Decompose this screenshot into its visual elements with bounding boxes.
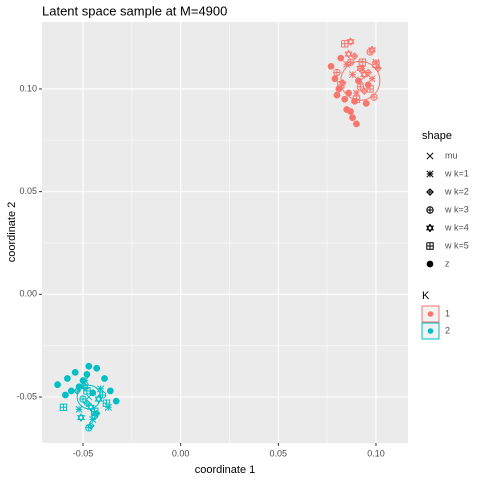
legend-symbol [425,223,435,233]
y-axis-label: coordinate 2 [6,202,18,263]
point [71,369,79,376]
point [337,54,345,62]
point [345,89,353,97]
point [348,71,357,79]
x-tick-label: 0.10 [367,448,385,458]
spread-circle [340,60,381,101]
point [360,70,369,79]
x-tick-label: 0.05 [270,448,288,458]
shape-legend-title: shape [422,130,452,142]
y-tick-label: 0.10 [19,83,37,93]
legend-label: w k=4 [444,222,469,232]
legend-label: w k=3 [444,204,469,214]
point [89,389,97,397]
point [62,391,69,399]
point [102,399,111,407]
point [353,120,360,128]
point [368,75,376,83]
point [349,114,356,122]
point [355,77,362,85]
point [54,381,62,388]
point [101,375,108,382]
point [75,383,83,391]
point [93,364,101,372]
chart-title: Latent space sample at M=4900 [42,3,227,18]
point [104,403,112,411]
point [64,375,71,382]
point [335,85,343,93]
legend-swatch [427,328,434,334]
point [67,387,75,395]
point [356,83,365,91]
point [362,100,370,107]
point [112,397,120,405]
marks [54,37,382,432]
point [343,60,351,68]
point [333,68,341,77]
legend-label: w k=5 [444,240,469,250]
x-tick-label: -0.05 [73,448,94,458]
x-axis-label: coordinate 1 [195,464,256,476]
point [83,371,91,378]
point [352,89,360,97]
point [85,424,93,432]
point [356,64,365,73]
legend-symbol [426,206,434,214]
point [79,377,87,384]
point [368,45,377,55]
point [364,81,372,89]
color-legend-title: K [422,290,430,302]
point [344,49,353,59]
legend-label: 2 [445,325,450,335]
panel [42,22,408,443]
point [97,385,105,393]
legend-swatch [427,311,434,317]
y-tick-label: 0.05 [19,186,37,196]
legend-label: w k=2 [444,186,469,196]
point [77,413,86,422]
point [341,95,349,103]
point [94,394,103,404]
legend-symbol [426,242,434,250]
legend-symbol [426,152,434,160]
point [333,91,341,99]
point [347,108,354,115]
point [106,387,114,395]
point [341,40,349,48]
legend-label: z [445,258,450,268]
point [85,362,93,370]
point [327,63,335,70]
x-tick-label: 0.00 [172,448,190,458]
legend-symbol [426,170,434,178]
y-tick-label: 0.00 [19,289,37,299]
point [89,416,97,424]
point [346,37,355,46]
point [346,58,355,66]
point [351,97,358,105]
legend-label: 1 [445,308,450,318]
legend-label: w k=1 [444,168,469,178]
point [331,75,339,82]
point [358,58,366,66]
point [91,407,99,416]
y-tick-label: -0.05 [16,391,37,401]
legend-symbol [426,188,434,196]
point [59,403,68,411]
point [79,395,87,403]
point [370,93,378,101]
legend-symbol [426,260,434,268]
point [75,405,83,413]
legend-label: mu [445,150,458,160]
point [372,60,380,69]
